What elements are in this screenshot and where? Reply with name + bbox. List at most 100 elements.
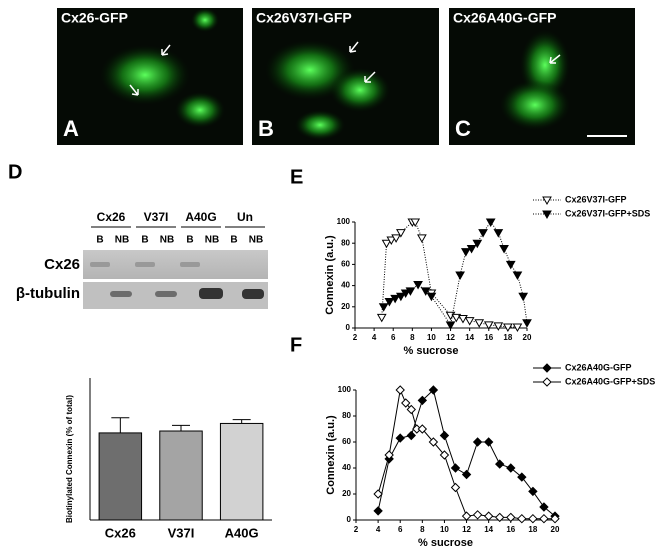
group-label: Un — [237, 210, 253, 224]
marker — [506, 512, 516, 523]
marker — [472, 239, 483, 249]
marker — [381, 239, 392, 249]
marker — [396, 229, 406, 238]
y-tick-label: 100 — [337, 217, 351, 226]
cell — [500, 80, 570, 130]
cell — [100, 45, 190, 105]
marker — [522, 319, 532, 328]
panel-letter: F — [290, 334, 302, 356]
marker — [483, 321, 494, 330]
arrows — [129, 41, 561, 96]
marker — [401, 398, 411, 408]
marker — [406, 404, 416, 415]
marker — [466, 245, 477, 254]
x-tick-label: 16 — [484, 333, 493, 342]
marker — [450, 482, 461, 493]
marker — [410, 218, 421, 228]
legend-label: Cx26A40G-GFP+SDS — [565, 376, 655, 386]
marker — [483, 437, 494, 447]
marker — [539, 502, 549, 512]
lane-label: B — [230, 235, 237, 246]
group-label: V37I — [144, 210, 169, 224]
marker — [405, 287, 416, 296]
x-tick-label: 2 — [354, 525, 359, 534]
marker — [474, 319, 485, 328]
y-tick-label: 40 — [342, 463, 351, 472]
lane-label: B — [186, 235, 193, 246]
marker — [483, 511, 494, 521]
marker — [478, 229, 488, 238]
marker — [450, 463, 461, 473]
marker — [384, 298, 395, 307]
x-tick-label: 4 — [372, 333, 377, 342]
panel-label: Cx26V37I-GFP — [256, 10, 352, 26]
marker — [445, 321, 456, 330]
marker — [472, 437, 483, 447]
marker — [426, 292, 437, 302]
x-tick-label: 2 — [353, 333, 358, 342]
y-tick-label: 20 — [342, 489, 351, 498]
y-tick-label: 100 — [338, 385, 352, 394]
marker — [528, 513, 538, 524]
series-line — [383, 221, 528, 327]
y-tick-label: 60 — [341, 260, 350, 269]
x-axis-label: % sucrose — [418, 537, 473, 549]
marker — [495, 512, 505, 523]
y-axis-label: Connexin (a.u.) — [324, 235, 336, 315]
marker — [493, 229, 504, 238]
marker — [499, 245, 509, 254]
legend-marker — [542, 210, 552, 220]
marker — [451, 313, 462, 323]
panel-label: Cx26-GFP — [61, 10, 128, 26]
lane-label: B — [96, 235, 103, 246]
row-label: Cx26 — [44, 256, 80, 273]
group-label: Cx26 — [97, 210, 126, 224]
marker — [455, 271, 465, 281]
panel-letter: A — [63, 116, 79, 141]
y-tick-label: 60 — [342, 437, 351, 446]
marker — [472, 510, 483, 520]
cell — [191, 8, 219, 32]
x-tick-label: 20 — [551, 525, 560, 534]
marker — [439, 450, 450, 460]
bar — [159, 430, 203, 521]
marker — [495, 459, 505, 469]
x-tick-label: 6 — [391, 333, 396, 342]
marker — [395, 433, 405, 443]
marker — [396, 292, 406, 302]
x-tick-label: 20 — [523, 333, 532, 342]
marker — [503, 323, 513, 332]
marker — [518, 292, 529, 302]
bands — [90, 262, 264, 299]
marker — [395, 385, 405, 395]
panel-letter: B — [258, 116, 274, 141]
panel-label: Cx26A40G-GFP — [453, 10, 556, 26]
marker — [506, 463, 516, 473]
cell — [175, 92, 225, 128]
marker — [493, 322, 504, 331]
lane-label: NB — [115, 235, 129, 246]
series-line — [377, 389, 556, 517]
marker — [386, 236, 397, 246]
group-label: A40G — [185, 210, 216, 224]
x-tick-label: Cx26 — [105, 525, 136, 540]
bar — [219, 422, 264, 521]
lane-label: B — [141, 235, 148, 246]
series-line — [381, 221, 518, 328]
x-tick-label: 12 — [462, 525, 471, 534]
marker — [461, 511, 472, 521]
marker — [458, 314, 468, 324]
x-tick-label: 12 — [446, 333, 455, 342]
blot-row — [83, 250, 268, 279]
marker — [439, 430, 450, 441]
marker — [528, 486, 538, 497]
bar — [98, 432, 143, 521]
panel-letter: C — [455, 116, 471, 141]
marker — [420, 287, 431, 296]
series-line — [377, 388, 555, 520]
x-tick-label: 4 — [376, 525, 381, 534]
legend-marker — [542, 363, 552, 373]
y-tick-label: 0 — [347, 515, 352, 524]
marker — [417, 424, 428, 434]
